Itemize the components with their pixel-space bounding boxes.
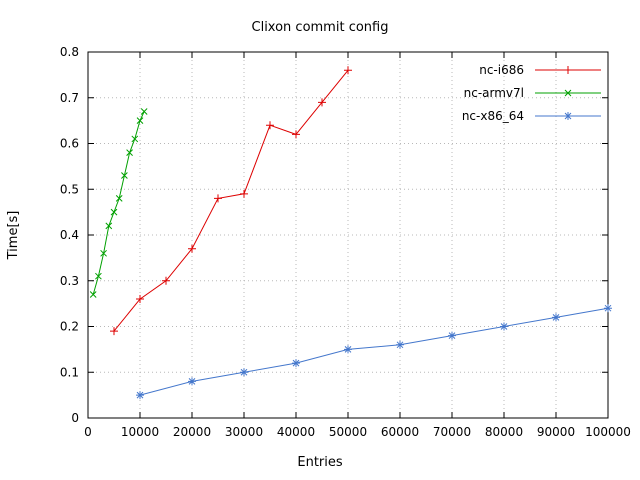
- data-point-marker: [136, 295, 144, 304]
- x-axis-label: Entries: [297, 455, 343, 470]
- svg-text:0.6: 0.6: [60, 137, 79, 151]
- svg-text:0.5: 0.5: [60, 182, 79, 196]
- data-point-marker: [162, 276, 170, 285]
- data-point-marker: [131, 135, 139, 143]
- data-point-marker: [95, 272, 102, 280]
- svg-text:0.3: 0.3: [60, 274, 79, 288]
- svg-text:0: 0: [71, 411, 79, 425]
- series-nc-x86_64: [136, 304, 612, 400]
- series-line: [139, 307, 609, 396]
- svg-text:0: 0: [84, 425, 92, 439]
- svg-text:0.2: 0.2: [60, 320, 79, 334]
- svg-text:0.1: 0.1: [60, 365, 79, 379]
- series-nc-armv7l: [89, 108, 148, 298]
- data-point-marker: [396, 340, 404, 349]
- svg-text:80000: 80000: [485, 425, 523, 439]
- data-point-marker: [126, 149, 133, 157]
- data-point-marker: [604, 304, 612, 313]
- y-axis-label: Time[s]: [6, 211, 21, 261]
- data-point-marker: [240, 368, 248, 377]
- data-point-marker: [214, 194, 222, 203]
- data-point-marker: [188, 244, 196, 253]
- svg-text:100000: 100000: [585, 425, 631, 439]
- data-point-marker: [318, 98, 326, 107]
- data-point-marker: [100, 249, 107, 257]
- legend-label: nc-armv7l: [464, 86, 524, 100]
- svg-text:20000: 20000: [173, 425, 211, 439]
- data-point-marker: [292, 130, 300, 139]
- legend-entry-nc-armv7l: [535, 89, 601, 97]
- data-point-marker: [564, 112, 572, 120]
- data-point-marker: [240, 189, 248, 198]
- legend-entry-nc-x86_64: [535, 112, 601, 120]
- svg-text:0.4: 0.4: [60, 228, 79, 242]
- svg-text:90000: 90000: [537, 425, 575, 439]
- data-point-marker: [344, 66, 352, 75]
- svg-text:0.7: 0.7: [60, 91, 79, 105]
- data-point-marker: [564, 89, 572, 97]
- data-point-marker: [500, 322, 508, 331]
- data-point-marker: [188, 377, 196, 386]
- svg-text:50000: 50000: [329, 425, 367, 439]
- legend-sample: [535, 112, 601, 120]
- chart-title: Clixon commit config: [252, 20, 389, 35]
- legend-sample: [535, 89, 601, 97]
- data-point-marker: [136, 391, 144, 400]
- data-point-marker: [344, 345, 352, 354]
- legend-label: nc-i686: [479, 63, 524, 77]
- tick-marks: [87, 51, 609, 419]
- data-point-marker: [552, 313, 560, 322]
- data-point-marker: [564, 66, 572, 74]
- svg-text:30000: 30000: [225, 425, 263, 439]
- svg-text:60000: 60000: [381, 425, 419, 439]
- data-point-marker: [448, 331, 456, 340]
- series-nc-i686: [110, 66, 352, 336]
- data-point-marker: [136, 117, 144, 124]
- svg-text:10000: 10000: [121, 425, 159, 439]
- svg-text:70000: 70000: [433, 425, 471, 439]
- data-point-marker: [110, 327, 118, 336]
- data-point-marker: [105, 222, 113, 230]
- svg-text:40000: 40000: [277, 425, 315, 439]
- legend-label: nc-x86_64: [462, 109, 524, 123]
- series-line: [113, 69, 349, 332]
- legend: [535, 66, 601, 120]
- data-point-marker: [89, 291, 97, 298]
- data-point-marker: [292, 359, 300, 368]
- data-point-marker: [115, 195, 123, 202]
- data-point-marker: [110, 208, 118, 216]
- data-point-marker: [266, 121, 274, 130]
- legend-entry-nc-i686: [535, 66, 601, 74]
- data-point-marker: [121, 172, 128, 179]
- legend-sample: [535, 66, 601, 74]
- data-point-marker: [140, 108, 148, 115]
- svg-text:0.8: 0.8: [60, 45, 79, 59]
